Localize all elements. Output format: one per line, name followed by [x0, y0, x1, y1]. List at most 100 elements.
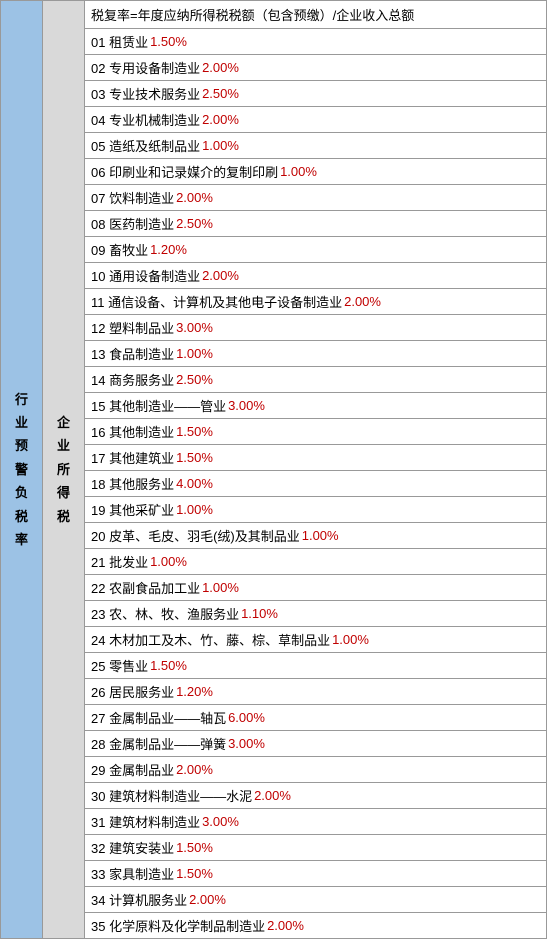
row-rate: 1.50% — [150, 34, 187, 49]
row-label: 16 其他制造业 — [91, 422, 174, 441]
table-row: 25 零售业 1.50% — [85, 653, 546, 679]
row-rate: 1.50% — [176, 424, 213, 439]
table-row: 19 其他采矿业 1.00% — [85, 497, 546, 523]
row-label: 13 食品制造业 — [91, 344, 174, 363]
table-row: 04 专业机械制造业 2.00% — [85, 107, 546, 133]
row-rate: 1.20% — [150, 242, 187, 257]
row-label: 21 批发业 — [91, 552, 148, 571]
row-rate: 2.00% — [176, 190, 213, 205]
row-label: 02 专用设备制造业 — [91, 58, 200, 77]
row-label: 05 造纸及纸制品业 — [91, 136, 200, 155]
row-label: 32 建筑安装业 — [91, 838, 174, 857]
table-row: 15 其他制造业——管业 3.00% — [85, 393, 546, 419]
row-rate: 1.00% — [202, 138, 239, 153]
category-column-mid: 企业所得税 — [43, 1, 85, 938]
formula-text: 税复率=年度应纳所得税税额（包含预缴）/企业收入总额 — [91, 5, 414, 24]
row-label: 33 家具制造业 — [91, 864, 174, 883]
row-rate: 3.00% — [176, 320, 213, 335]
table-row: 10 通用设备制造业 2.00% — [85, 263, 546, 289]
row-rate: 2.00% — [344, 294, 381, 309]
table-row: 02 专用设备制造业 2.00% — [85, 55, 546, 81]
table-row: 11 通信设备、计算机及其他电子设备制造业 2.00% — [85, 289, 546, 315]
row-label: 03 专业技术服务业 — [91, 84, 200, 103]
row-rate: 2.50% — [202, 86, 239, 101]
row-label: 14 商务服务业 — [91, 370, 174, 389]
table-row: 34 计算机服务业 2.00% — [85, 887, 546, 913]
row-rate: 3.00% — [228, 398, 265, 413]
table-row: 13 食品制造业 1.00% — [85, 341, 546, 367]
row-label: 08 医药制造业 — [91, 214, 174, 233]
table-row: 26 居民服务业 1.20% — [85, 679, 546, 705]
row-rate: 2.00% — [176, 762, 213, 777]
row-label: 09 畜牧业 — [91, 240, 148, 259]
row-label: 17 其他建筑业 — [91, 448, 174, 467]
row-label: 10 通用设备制造业 — [91, 266, 200, 285]
tax-rate-table: 行业预警负税率 企业所得税 税复率=年度应纳所得税税额（包含预缴）/企业收入总额… — [0, 0, 547, 939]
table-row: 01 租赁业 1.50% — [85, 29, 546, 55]
table-row: 28 金属制品业——弹簧 3.00% — [85, 731, 546, 757]
table-row: 06 印刷业和记录媒介的复制印刷 1.00% — [85, 159, 546, 185]
table-row: 14 商务服务业 2.50% — [85, 367, 546, 393]
row-label: 01 租赁业 — [91, 32, 148, 51]
table-row: 30 建筑材料制造业——水泥 2.00% — [85, 783, 546, 809]
row-label: 28 金属制品业——弹簧 — [91, 734, 226, 753]
row-label: 07 饮料制造业 — [91, 188, 174, 207]
row-label: 18 其他服务业 — [91, 474, 174, 493]
row-label: 35 化学原料及化学制品制造业 — [91, 916, 265, 935]
category-column-left: 行业预警负税率 — [1, 1, 43, 938]
row-rate: 2.00% — [254, 788, 291, 803]
table-row: 32 建筑安装业 1.50% — [85, 835, 546, 861]
row-label: 29 金属制品业 — [91, 760, 174, 779]
formula-header: 税复率=年度应纳所得税税额（包含预缴）/企业收入总额 — [85, 1, 546, 29]
table-row: 21 批发业 1.00% — [85, 549, 546, 575]
row-label: 06 印刷业和记录媒介的复制印刷 — [91, 162, 278, 181]
row-rate: 2.00% — [202, 112, 239, 127]
table-row: 33 家具制造业 1.50% — [85, 861, 546, 887]
table-row: 05 造纸及纸制品业 1.00% — [85, 133, 546, 159]
category-label-mid: 企业所得税 — [57, 411, 70, 528]
content-column: 税复率=年度应纳所得税税额（包含预缴）/企业收入总额 01 租赁业 1.50%0… — [85, 1, 546, 938]
table-row: 18 其他服务业 4.00% — [85, 471, 546, 497]
table-row: 22 农副食品加工业 1.00% — [85, 575, 546, 601]
row-rate: 1.00% — [150, 554, 187, 569]
row-rate: 2.00% — [202, 268, 239, 283]
table-row: 16 其他制造业 1.50% — [85, 419, 546, 445]
row-rate: 1.20% — [176, 684, 213, 699]
row-rate: 1.00% — [280, 164, 317, 179]
row-label: 30 建筑材料制造业——水泥 — [91, 786, 252, 805]
row-label: 19 其他采矿业 — [91, 500, 174, 519]
row-label: 04 专业机械制造业 — [91, 110, 200, 129]
table-row: 03 专业技术服务业 2.50% — [85, 81, 546, 107]
row-rate: 2.00% — [189, 892, 226, 907]
row-label: 12 塑料制品业 — [91, 318, 174, 337]
row-label: 27 金属制品业——轴瓦 — [91, 708, 226, 727]
row-rate: 1.00% — [202, 580, 239, 595]
table-row: 27 金属制品业——轴瓦 6.00% — [85, 705, 546, 731]
table-row: 35 化学原料及化学制品制造业 2.00% — [85, 913, 546, 938]
row-label: 23 农、林、牧、渔服务业 — [91, 604, 239, 623]
table-row: 29 金属制品业 2.00% — [85, 757, 546, 783]
row-rate: 2.50% — [176, 216, 213, 231]
row-label: 11 通信设备、计算机及其他电子设备制造业 — [91, 292, 342, 311]
table-row: 12 塑料制品业 3.00% — [85, 315, 546, 341]
table-row: 31 建筑材料制造业 3.00% — [85, 809, 546, 835]
row-label: 22 农副食品加工业 — [91, 578, 200, 597]
row-rate: 1.00% — [176, 502, 213, 517]
row-rate: 1.10% — [241, 606, 278, 621]
row-label: 25 零售业 — [91, 656, 148, 675]
row-label: 26 居民服务业 — [91, 682, 174, 701]
table-row: 24 木材加工及木、竹、藤、棕、草制品业 1.00% — [85, 627, 546, 653]
row-rate: 2.00% — [202, 60, 239, 75]
row-rate: 1.50% — [176, 866, 213, 881]
row-rate: 6.00% — [228, 710, 265, 725]
row-rate: 4.00% — [176, 476, 213, 491]
table-row: 09 畜牧业 1.20% — [85, 237, 546, 263]
row-rate: 3.00% — [202, 814, 239, 829]
category-label-left: 行业预警负税率 — [15, 388, 28, 552]
row-label: 34 计算机服务业 — [91, 890, 187, 909]
row-rate: 3.00% — [228, 736, 265, 751]
table-row: 07 饮料制造业 2.00% — [85, 185, 546, 211]
row-rate: 1.00% — [332, 632, 369, 647]
row-label: 31 建筑材料制造业 — [91, 812, 200, 831]
rows-container: 01 租赁业 1.50%02 专用设备制造业 2.00%03 专业技术服务业 2… — [85, 29, 546, 938]
